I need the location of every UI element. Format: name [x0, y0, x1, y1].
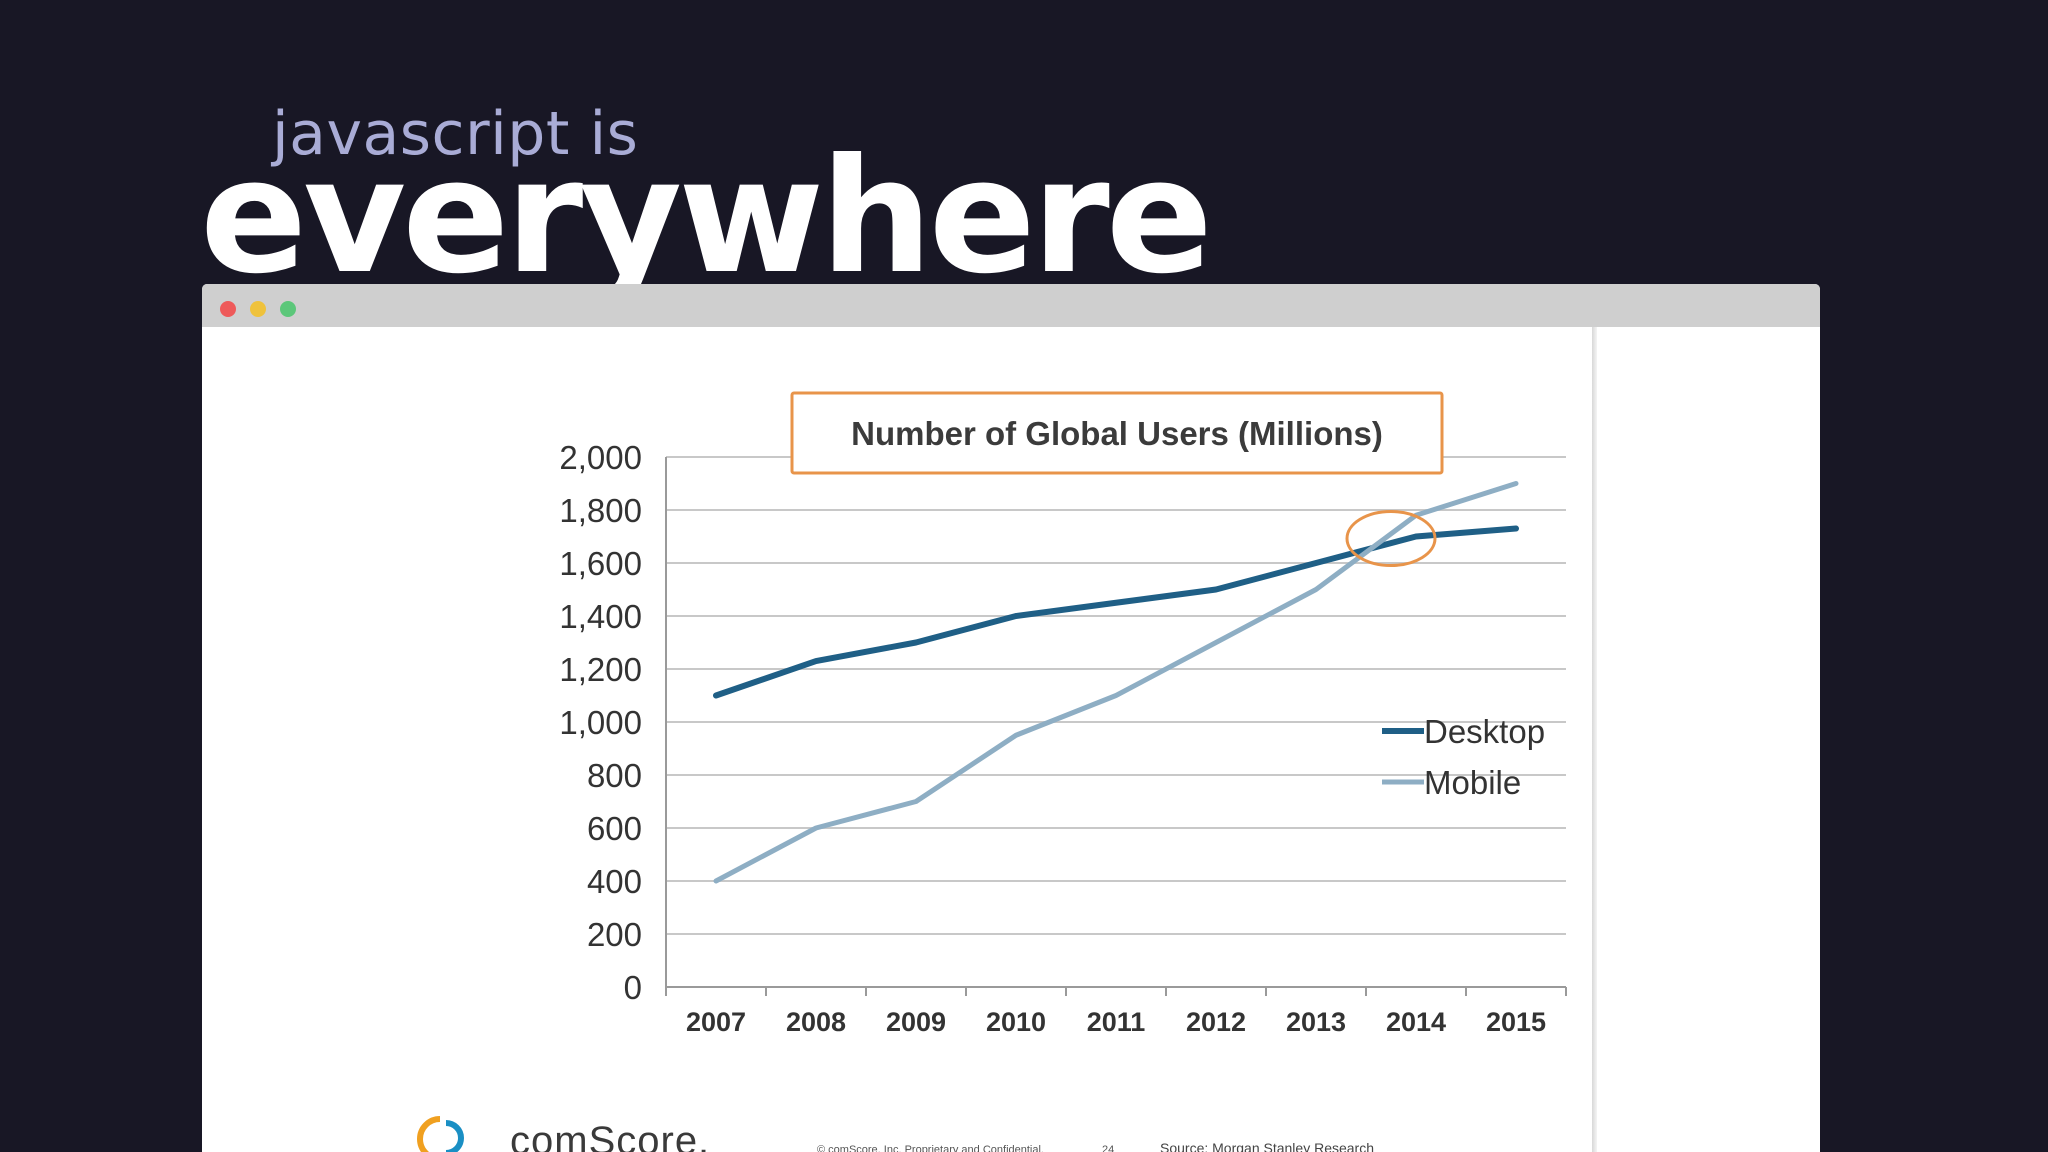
heading-title: everywhere: [200, 125, 1213, 309]
series-line-mobile: [713, 481, 1519, 884]
chart-title: Number of Global Users (Millions): [851, 415, 1383, 452]
slide-edge-shadow: [1592, 327, 1597, 1152]
y-tick-label: 200: [587, 916, 642, 953]
window-titlebar: [202, 284, 1820, 327]
x-tick-label: 2008: [786, 1007, 846, 1037]
y-tick-label: 1,000: [559, 704, 642, 741]
maximize-window-dot[interactable]: [280, 301, 296, 317]
x-tick-label: 2014: [1386, 1007, 1446, 1037]
browser-window: 2,000 1,800 1,600 1,400 1,200 1,000 800 600 400 2…: [202, 284, 1820, 1152]
slide-content: 2,000 1,800 1,600 1,400 1,200 1,000 800 600 400 2…: [202, 327, 1820, 1152]
y-tick-label: 800: [587, 757, 642, 794]
x-tick-label: 2013: [1286, 1007, 1346, 1037]
y-tick-label: 0: [624, 969, 642, 1006]
y-tick-label: 600: [587, 810, 642, 847]
x-tick-label: 2009: [886, 1007, 946, 1037]
legend-label-mobile: Mobile: [1424, 764, 1521, 801]
chart-svg: 2,000 1,800 1,600 1,400 1,200 1,000 800 600 400 2…: [417, 391, 1567, 1152]
crossover-highlight-circle: [1345, 510, 1437, 567]
series-line-desktop: [713, 525, 1519, 699]
chart-title-box: [790, 391, 1444, 475]
footer-copyright: © comScore, Inc. Proprietary and Confide…: [817, 1144, 1044, 1152]
y-tick-label: 400: [587, 863, 642, 900]
heading-subtitle: javascript is: [272, 99, 639, 169]
x-tick-label: 2007: [686, 1007, 746, 1037]
minimize-window-dot[interactable]: [250, 301, 266, 317]
comscore-logo-icon: [417, 1116, 464, 1152]
x-tick-label: 2011: [1087, 1007, 1146, 1037]
y-tick-label: 2,000: [559, 439, 642, 476]
footer-source: Source: Morgan Stanley Research: [1160, 1140, 1374, 1152]
legend-label-desktop: Desktop: [1424, 713, 1545, 750]
comscore-logo-text: comScore.: [510, 1119, 710, 1152]
y-tick-label: 1,800: [559, 492, 642, 529]
close-window-dot[interactable]: [220, 301, 236, 317]
x-tick-label: 2012: [1186, 1007, 1246, 1037]
footer-page-number: 24: [1102, 1144, 1114, 1152]
y-tick-label: 1,200: [559, 651, 642, 688]
x-tick-label: 2015: [1486, 1007, 1546, 1037]
y-tick-label: 1,400: [559, 598, 642, 635]
y-tick-label: 1,600: [559, 545, 642, 582]
x-tick-label: 2010: [986, 1007, 1046, 1037]
